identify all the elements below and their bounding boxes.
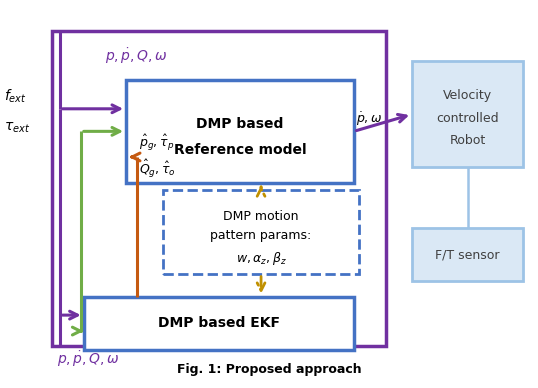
Text: $\hat{Q}_g,\hat{\tau}_o$: $\hat{Q}_g,\hat{\tau}_o$	[139, 158, 176, 180]
Text: DMP based: DMP based	[196, 117, 284, 131]
Text: pattern params:: pattern params:	[210, 229, 312, 242]
Text: $p,\dot{p},Q,\omega$: $p,\dot{p},Q,\omega$	[57, 350, 120, 369]
FancyBboxPatch shape	[412, 228, 523, 281]
Text: Reference model: Reference model	[174, 143, 306, 158]
Text: $p,\dot{p},Q,\omega$: $p,\dot{p},Q,\omega$	[105, 46, 168, 66]
FancyBboxPatch shape	[412, 61, 523, 168]
FancyBboxPatch shape	[83, 296, 354, 350]
Text: $\hat{p}_g,\hat{\tau}_p$: $\hat{p}_g,\hat{\tau}_p$	[139, 133, 174, 153]
Text: Velocity: Velocity	[443, 89, 492, 102]
Text: $\dot{p},\omega$: $\dot{p},\omega$	[356, 110, 383, 128]
Text: $\tau_{ext}$: $\tau_{ext}$	[4, 121, 30, 135]
Text: Robot: Robot	[450, 134, 486, 147]
Text: Fig. 1: Proposed approach: Fig. 1: Proposed approach	[176, 363, 362, 376]
Text: F/T sensor: F/T sensor	[435, 248, 500, 261]
Text: $w, \alpha_z, \beta_z$: $w, \alpha_z, \beta_z$	[236, 250, 287, 267]
Text: controlled: controlled	[436, 112, 499, 125]
FancyBboxPatch shape	[52, 31, 386, 346]
Text: DMP motion: DMP motion	[223, 210, 299, 223]
Text: $f_{ext}$: $f_{ext}$	[4, 88, 27, 105]
FancyBboxPatch shape	[126, 80, 354, 183]
Text: DMP based EKF: DMP based EKF	[158, 316, 280, 330]
FancyBboxPatch shape	[163, 190, 359, 274]
